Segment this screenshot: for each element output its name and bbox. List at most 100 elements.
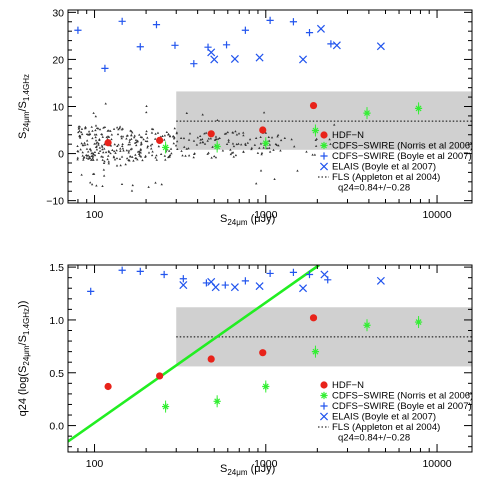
background-point xyxy=(150,143,154,146)
background-point xyxy=(207,137,211,140)
background-point xyxy=(242,131,245,134)
background-point xyxy=(198,134,202,137)
background-point xyxy=(82,158,85,161)
background-point xyxy=(115,149,118,152)
data-point xyxy=(363,321,371,329)
background-point xyxy=(242,134,245,137)
background-point xyxy=(85,139,89,142)
background-point xyxy=(175,131,179,134)
legend-marker xyxy=(320,391,328,400)
background-point xyxy=(87,157,90,160)
background-point xyxy=(112,150,116,153)
background-point xyxy=(175,140,179,143)
background-point xyxy=(206,152,209,155)
background-point xyxy=(85,147,89,150)
data-point xyxy=(259,126,267,134)
y-tick-label: −10 xyxy=(46,196,64,208)
legend-label: q24=0.84+/−0.28 xyxy=(338,183,410,194)
background-point xyxy=(94,139,98,142)
data-point xyxy=(299,284,308,293)
data-point xyxy=(179,281,188,290)
background-point xyxy=(119,147,122,150)
legend-marker xyxy=(320,141,328,150)
data-point xyxy=(266,16,274,24)
background-point xyxy=(130,189,134,192)
background-point xyxy=(87,130,91,133)
background-point xyxy=(109,144,113,147)
background-point xyxy=(199,141,202,144)
background-point xyxy=(311,153,314,156)
background-point xyxy=(138,154,141,157)
background-point xyxy=(115,126,119,129)
background-point xyxy=(293,145,296,148)
background-point xyxy=(106,135,110,138)
background-point xyxy=(215,137,218,141)
background-point xyxy=(117,143,120,146)
legend-label: CDFS−SWIRE (Norris et al 2006) xyxy=(332,391,473,402)
data-point xyxy=(118,266,126,274)
background-point xyxy=(102,174,106,177)
legend-marker xyxy=(319,412,329,421)
background-point xyxy=(139,149,143,152)
background-point xyxy=(102,126,105,129)
background-point xyxy=(239,143,243,146)
background-point xyxy=(80,130,83,134)
background-point xyxy=(314,138,317,141)
background-point xyxy=(201,113,204,116)
background-point xyxy=(145,130,148,133)
background-point xyxy=(166,156,170,159)
data-point xyxy=(376,276,385,285)
background-point xyxy=(192,139,196,142)
data-point xyxy=(104,382,112,391)
background-point xyxy=(118,125,122,128)
background-point xyxy=(101,135,104,138)
background-point xyxy=(82,156,85,159)
background-point xyxy=(76,144,79,147)
background-point xyxy=(121,142,124,146)
legend-marker xyxy=(320,402,328,410)
background-point xyxy=(315,137,318,140)
background-point xyxy=(199,138,202,141)
background-point xyxy=(88,147,92,150)
data-point xyxy=(311,348,320,356)
background-point xyxy=(164,158,167,161)
series-1 xyxy=(104,314,318,391)
data-point xyxy=(207,355,215,363)
y-ticks xyxy=(68,11,472,202)
y-tick-label: 30 xyxy=(52,7,64,19)
background-point xyxy=(94,129,97,132)
data-point xyxy=(305,270,314,279)
background-point xyxy=(226,131,230,134)
data-point xyxy=(363,109,371,117)
background-point xyxy=(112,155,116,158)
background-point xyxy=(181,154,184,157)
background-point xyxy=(102,151,105,154)
background-point xyxy=(256,151,260,154)
background-point xyxy=(227,140,230,143)
background-point xyxy=(88,181,92,184)
background-point xyxy=(139,143,143,146)
data-point xyxy=(262,382,270,391)
background-point xyxy=(192,152,196,155)
background-point xyxy=(91,151,95,154)
background-point xyxy=(328,138,331,141)
series-1 xyxy=(104,101,318,147)
x-tick-label: 100 xyxy=(86,209,104,221)
background-point xyxy=(279,149,282,152)
background-point xyxy=(176,147,179,151)
background-point xyxy=(165,130,169,134)
y-tick-label: 10 xyxy=(52,102,64,114)
background-point xyxy=(229,148,232,151)
background-point xyxy=(184,154,187,157)
background-point xyxy=(144,155,147,158)
background-point xyxy=(259,169,263,172)
background-point xyxy=(78,125,81,128)
background-point xyxy=(135,141,138,144)
background-point xyxy=(227,138,230,141)
data-point xyxy=(207,48,216,57)
background-point xyxy=(95,141,99,144)
background-point xyxy=(92,158,95,161)
data-point xyxy=(222,41,231,49)
background-point xyxy=(90,125,93,128)
background-point xyxy=(139,147,142,151)
